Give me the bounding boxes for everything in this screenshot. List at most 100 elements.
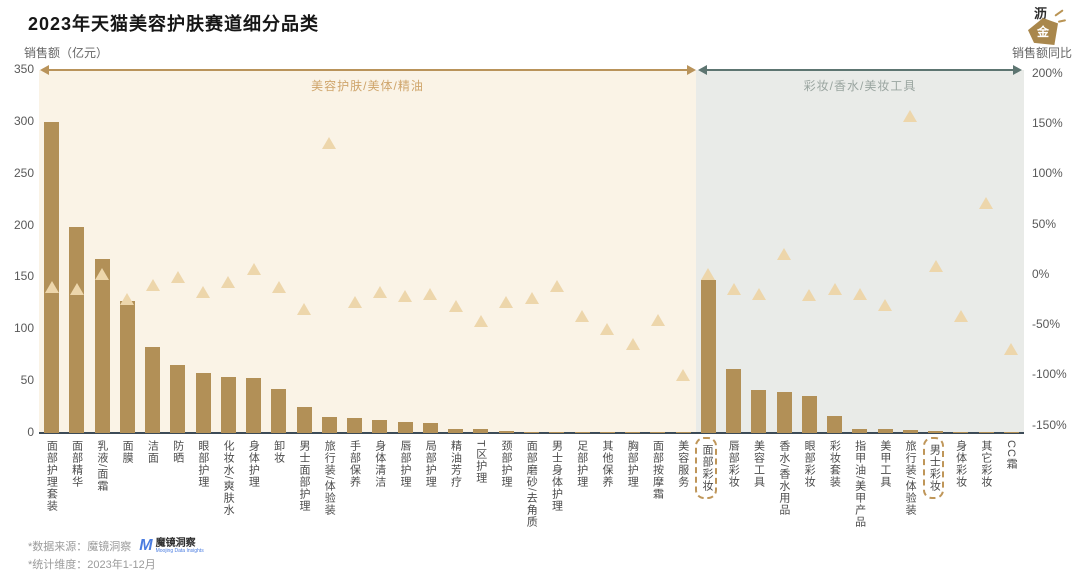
yoy-triangle-marker <box>802 289 817 302</box>
region-makeup-band: 彩妆/香水/美妆工具 <box>696 70 1024 433</box>
region-makeup-label: 彩妆/香水/美妆工具 <box>803 79 917 93</box>
moojing-logo-text: 魔镜洞察 <box>155 538 196 549</box>
sales-bar <box>498 431 514 433</box>
sales-bar <box>44 121 60 433</box>
sales-bar <box>69 226 85 433</box>
moojing-logo-tagline: Moojing Data Insights <box>155 548 204 554</box>
left-axis-tick: 300 <box>13 113 34 128</box>
left-axis-tick: 150 <box>13 269 34 284</box>
yoy-triangle-marker <box>676 368 691 381</box>
data-source-note: *数据来源：魔镜洞察 <box>28 541 132 553</box>
x-axis-label: 彩妆套装 <box>828 440 841 488</box>
x-axis-label: 旅行装/体验装 <box>904 440 917 517</box>
yoy-triangle-marker <box>953 310 968 323</box>
x-axis-label: 颈部护理 <box>499 440 512 488</box>
x-axis-label: CC霜 <box>1005 440 1018 470</box>
x-axis-label: 面部护理套装 <box>45 440 58 512</box>
x-axis-label: 其它彩妆 <box>979 440 992 488</box>
moojing-m-icon: M <box>139 537 153 554</box>
makeup-span-arrow-icon <box>698 65 1022 75</box>
sales-bar <box>524 431 539 433</box>
region-skincare-label: 美容护肤/美体/精油 <box>311 79 424 93</box>
yoy-triangle-marker <box>95 268 110 280</box>
footer-notes: *数据来源：魔镜洞察 M 魔镜洞察 Moojing Data Insights … <box>28 537 204 573</box>
ligin-logo-char-bottom: 金 <box>1036 25 1049 39</box>
sales-bar <box>271 389 287 433</box>
sales-bar <box>422 422 438 433</box>
yoy-triangle-marker <box>726 283 741 296</box>
x-axis-label: 美容工具 <box>752 440 765 488</box>
yoy-triangle-marker <box>852 288 867 301</box>
sales-bar <box>220 376 236 433</box>
x-axis-label: 香水/香水用品 <box>777 440 790 517</box>
sales-bar <box>726 368 742 433</box>
sales-bar <box>801 395 817 433</box>
x-axis-label: 胸部护理 <box>626 440 639 488</box>
x-axis-label: 唇部彩妆 <box>727 440 740 488</box>
yoy-triangle-marker <box>372 286 387 299</box>
x-axis-label: 唇部护理 <box>398 440 411 488</box>
sales-bar <box>751 390 767 433</box>
ligin-logo-ray-icon <box>1057 19 1067 23</box>
sales-bar <box>145 346 161 433</box>
x-axis-label: 男士面部护理 <box>297 440 310 512</box>
yoy-triangle-marker <box>347 296 362 309</box>
region-skincare-band: 美容护肤/美体/精油 <box>39 70 696 433</box>
yoy-triangle-marker <box>549 280 564 293</box>
left-axis-title: 销售额（亿元） <box>24 46 109 60</box>
x-axis-label: 其他保养 <box>601 440 614 488</box>
sales-bar <box>473 428 489 433</box>
yoy-triangle-marker <box>625 338 640 351</box>
yoy-triangle-marker <box>297 303 312 316</box>
ligin-logo-blob: 金 <box>1028 18 1058 45</box>
x-axis-label: 旅行装/体验装 <box>323 440 336 517</box>
yoy-triangle-marker <box>575 310 589 323</box>
ligin-brand-logo: 沥 金 <box>1018 3 1068 49</box>
sales-bar <box>978 431 994 433</box>
x-axis-label: 面部彩妆 <box>695 437 718 499</box>
yoy-triangle-marker <box>170 271 185 283</box>
sales-bar <box>296 407 312 433</box>
sales-bar <box>448 428 464 433</box>
sales-bar <box>675 432 691 433</box>
yoy-triangle-marker <box>44 281 59 294</box>
x-axis-label: 身体清洁 <box>373 440 386 488</box>
yoy-triangle-marker <box>221 276 236 289</box>
sales-bar <box>827 416 843 433</box>
left-axis-tick: 200 <box>13 217 34 232</box>
sales-bar <box>1003 432 1019 433</box>
ligin-logo-char-top: 沥 <box>1034 6 1048 21</box>
sales-bar <box>902 430 918 433</box>
sales-bar <box>94 258 110 433</box>
yoy-triangle-marker <box>145 279 160 292</box>
yoy-triangle-marker <box>979 196 994 209</box>
x-axis-label: 指甲油/美甲产品 <box>853 440 866 529</box>
x-axis-label: 化妆水/爽肤水 <box>222 440 235 517</box>
yoy-triangle-marker <box>473 315 488 328</box>
stat-period-note: *统计维度：2023年1-12月 <box>28 559 156 571</box>
page-title: 2023年天猫美容护肤赛道细分品类 <box>28 14 320 34</box>
yoy-triangle-marker <box>650 314 665 327</box>
right-axis-tick: -150% <box>1032 417 1067 432</box>
sales-bar <box>246 378 262 433</box>
yoy-triangle-marker <box>499 296 514 309</box>
yoy-triangle-marker <box>423 288 438 301</box>
left-axis-tick: 350 <box>13 62 34 76</box>
yoy-triangle-marker <box>196 286 211 299</box>
x-axis-label: 面膜 <box>121 440 134 464</box>
moojing-logo: M 魔镜洞察 Moojing Data Insights <box>139 538 203 554</box>
sales-bar <box>852 428 868 433</box>
x-axis-label: 手部保养 <box>348 440 361 488</box>
x-axis-line <box>39 432 1024 434</box>
yoy-triangle-marker <box>246 262 261 275</box>
yoy-triangle-marker <box>751 288 766 301</box>
x-axis-label: 面部按摩霜 <box>651 440 664 500</box>
sales-bar <box>372 419 388 433</box>
right-axis-tick: -50% <box>1032 317 1061 332</box>
x-axis-label: 男士身体护理 <box>550 440 563 512</box>
yoy-triangle-marker <box>1004 343 1019 356</box>
yoy-triangle-marker <box>903 110 918 123</box>
yoy-triangle-marker <box>928 259 943 272</box>
x-axis-label: 身体护理 <box>247 440 260 488</box>
